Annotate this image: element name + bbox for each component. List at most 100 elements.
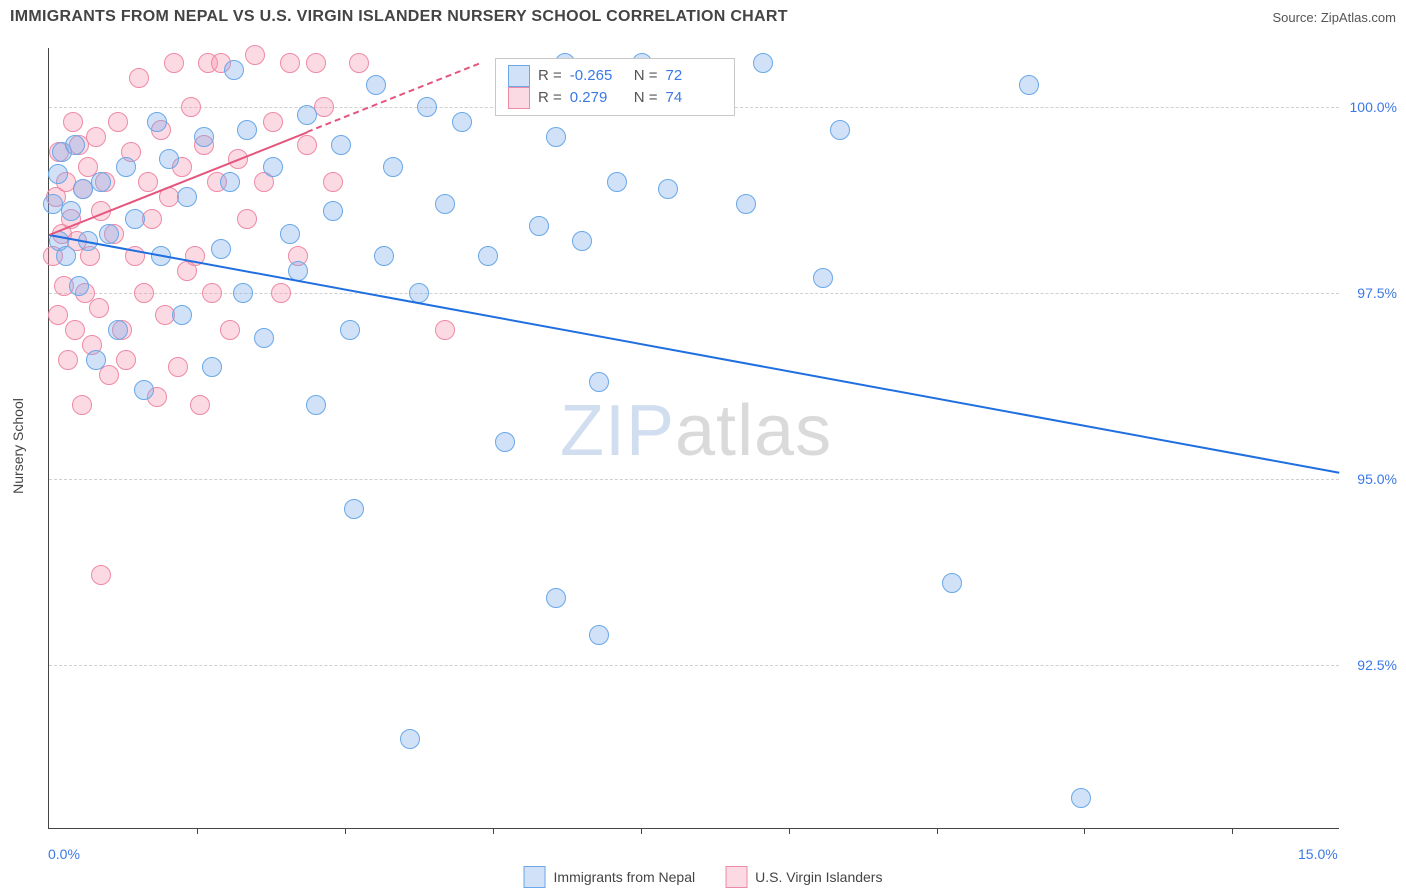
data-point	[202, 283, 222, 303]
data-point	[589, 372, 609, 392]
data-point	[607, 172, 627, 192]
data-point	[280, 53, 300, 73]
data-point	[86, 127, 106, 147]
data-point	[116, 157, 136, 177]
data-point	[254, 328, 274, 348]
data-point	[91, 565, 111, 585]
legend-swatch	[508, 87, 530, 109]
gridline	[49, 665, 1339, 666]
data-point	[99, 224, 119, 244]
source-label: Source: ZipAtlas.com	[1272, 10, 1396, 25]
data-point	[658, 179, 678, 199]
data-point	[190, 395, 210, 415]
y-axis-title: Nursery School	[10, 398, 26, 494]
stats-r-value: 0.279	[570, 87, 626, 109]
data-point	[366, 75, 386, 95]
x-tick	[493, 828, 494, 834]
data-point	[125, 209, 145, 229]
data-point	[194, 127, 214, 147]
data-point	[280, 224, 300, 244]
data-point	[323, 201, 343, 221]
x-axis-label: 0.0%	[48, 846, 80, 862]
y-tick-label: 97.5%	[1357, 285, 1397, 301]
data-point	[65, 135, 85, 155]
data-point	[340, 320, 360, 340]
data-point	[572, 231, 592, 251]
source-prefix: Source:	[1272, 10, 1320, 25]
data-point	[116, 350, 136, 370]
scatter-chart: 92.5%95.0%97.5%100.0%	[48, 48, 1339, 829]
data-point	[452, 112, 472, 132]
data-point	[736, 194, 756, 214]
x-tick	[789, 828, 790, 834]
data-point	[589, 625, 609, 645]
stats-legend: R = -0.265 N = 72R = 0.279 N = 74	[495, 58, 735, 116]
data-point	[344, 499, 364, 519]
data-point	[63, 112, 83, 132]
stats-n-value: 72	[666, 65, 722, 87]
trend-line	[49, 234, 1339, 474]
data-point	[220, 320, 240, 340]
data-point	[435, 320, 455, 340]
data-point	[48, 305, 68, 325]
data-point	[211, 239, 231, 259]
x-tick	[197, 828, 198, 834]
stats-n-value: 74	[666, 87, 722, 109]
data-point	[142, 209, 162, 229]
stats-r-label: R =	[538, 87, 562, 109]
data-point	[1071, 788, 1091, 808]
legend-swatch	[524, 866, 546, 888]
stats-row: R = -0.265 N = 72	[508, 65, 722, 87]
data-point	[297, 135, 317, 155]
data-point	[237, 120, 257, 140]
chart-title: IMMIGRANTS FROM NEPAL VS U.S. VIRGIN ISL…	[10, 8, 788, 25]
legend-item: Immigrants from Nepal	[524, 866, 696, 888]
x-tick	[1084, 828, 1085, 834]
data-point	[306, 53, 326, 73]
data-point	[529, 216, 549, 236]
data-point	[108, 320, 128, 340]
stats-r-label: R =	[538, 65, 562, 87]
data-point	[224, 60, 244, 80]
data-point	[138, 172, 158, 192]
data-point	[331, 135, 351, 155]
data-point	[220, 172, 240, 192]
data-point	[65, 320, 85, 340]
data-point	[134, 380, 154, 400]
y-tick-label: 92.5%	[1357, 657, 1397, 673]
data-point	[147, 112, 167, 132]
data-point	[314, 97, 334, 117]
data-point	[48, 164, 68, 184]
data-point	[374, 246, 394, 266]
data-point	[72, 395, 92, 415]
data-point	[91, 172, 111, 192]
data-point	[306, 395, 326, 415]
legend-label: Immigrants from Nepal	[554, 869, 696, 885]
data-point	[271, 283, 291, 303]
data-point	[478, 246, 498, 266]
x-tick	[937, 828, 938, 834]
legend-label: U.S. Virgin Islanders	[755, 869, 882, 885]
source-link[interactable]: ZipAtlas.com	[1321, 10, 1396, 25]
data-point	[813, 268, 833, 288]
data-point	[400, 729, 420, 749]
data-point	[172, 305, 192, 325]
legend-item: U.S. Virgin Islanders	[725, 866, 882, 888]
data-point	[159, 149, 179, 169]
stats-r-value: -0.265	[570, 65, 626, 87]
data-point	[164, 53, 184, 73]
legend-swatch	[725, 866, 747, 888]
data-point	[263, 112, 283, 132]
data-point	[383, 157, 403, 177]
data-point	[830, 120, 850, 140]
bottom-legend: Immigrants from Nepal U.S. Virgin Islande…	[524, 866, 883, 888]
data-point	[297, 105, 317, 125]
data-point	[323, 172, 343, 192]
data-point	[134, 283, 154, 303]
stats-n-label: N =	[634, 65, 658, 87]
data-point	[168, 357, 188, 377]
data-point	[1019, 75, 1039, 95]
data-point	[89, 298, 109, 318]
data-point	[108, 112, 128, 132]
data-point	[177, 187, 197, 207]
